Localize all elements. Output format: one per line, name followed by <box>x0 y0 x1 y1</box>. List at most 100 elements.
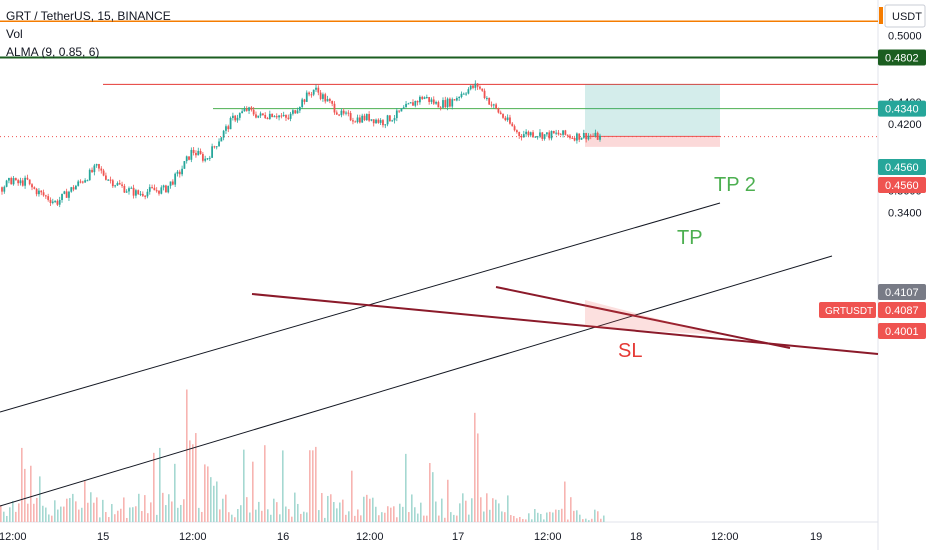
volume-bar <box>72 493 74 522</box>
candle-body <box>169 181 172 186</box>
volume-bar <box>126 517 128 522</box>
volume-bar <box>345 514 347 522</box>
volume-bar <box>54 500 56 522</box>
x-tick-label: 19 <box>810 531 822 543</box>
candle-body <box>264 114 267 119</box>
volume-bar <box>99 517 101 522</box>
volume-bar <box>21 447 23 522</box>
candle-body <box>573 137 576 141</box>
candle-body <box>49 199 52 203</box>
volume-bar <box>489 509 491 522</box>
volume-bar <box>327 495 329 522</box>
candle-body <box>215 146 218 148</box>
candle-body <box>361 115 364 123</box>
candle-body <box>550 131 553 139</box>
volume-bar <box>516 518 518 522</box>
candle-body <box>305 92 308 102</box>
volume-bar <box>258 501 260 522</box>
volume-bar <box>540 513 542 522</box>
candle-body <box>458 97 461 99</box>
candle-body <box>483 90 486 99</box>
volume-bar <box>285 506 287 522</box>
volume-bar <box>63 506 65 522</box>
volume-bar <box>255 509 257 522</box>
candle-body <box>197 150 200 156</box>
volume-bar <box>18 503 20 522</box>
x-tick-label: 12:00 <box>179 531 207 543</box>
candle-body <box>363 115 366 121</box>
candle-body <box>382 120 384 126</box>
volume-bar <box>342 499 344 522</box>
volume-bar <box>135 506 137 522</box>
candle-body <box>504 117 507 121</box>
volume-bar <box>24 468 26 522</box>
volume-bar <box>243 449 245 522</box>
volume-bar <box>306 512 308 522</box>
volume-bar <box>213 485 215 522</box>
volume-bar <box>267 509 269 522</box>
volume-bar <box>108 517 110 522</box>
candle-body <box>596 132 599 140</box>
candle-body <box>442 100 444 108</box>
candle-body <box>61 193 63 200</box>
candle-body <box>148 187 151 192</box>
volume-bar <box>321 493 323 522</box>
volume-bar <box>3 511 5 522</box>
volume-bar <box>90 492 92 522</box>
currency-button[interactable] <box>884 4 926 28</box>
volume-bar <box>579 514 581 522</box>
volume-bar <box>117 510 119 522</box>
volume-bar <box>138 493 140 522</box>
candle-body <box>412 102 414 106</box>
volume-bar <box>198 507 200 522</box>
volume-bar <box>414 507 416 522</box>
volume-bar <box>441 498 443 522</box>
candle-body <box>91 169 93 173</box>
candle-body <box>208 157 211 159</box>
candle-body <box>352 120 354 122</box>
candle-body <box>141 193 144 196</box>
candle-body <box>333 103 336 113</box>
volume-bar <box>543 519 545 522</box>
candle-body <box>282 115 285 117</box>
price-badge-label: 0.4107 <box>885 287 919 299</box>
volume-bar <box>534 509 536 522</box>
candle-body <box>335 112 338 115</box>
candle-body <box>529 132 532 136</box>
candle-body <box>388 115 391 122</box>
candle-body <box>135 190 137 196</box>
candle-body <box>95 164 98 166</box>
candle-body <box>421 96 424 99</box>
candle-body <box>372 119 375 124</box>
candle-body <box>585 133 588 140</box>
candle-body <box>331 100 334 104</box>
candle-body <box>430 99 433 102</box>
volume-bar <box>78 509 80 522</box>
candle-body <box>162 185 165 188</box>
volume-bar <box>480 497 482 522</box>
price-badge-grey <box>878 284 926 300</box>
candle-body <box>144 195 147 197</box>
candle-body <box>326 98 329 102</box>
volume-bar <box>531 519 533 522</box>
candle-body <box>104 175 107 180</box>
candle-body <box>502 114 504 118</box>
volume-bar <box>339 502 341 522</box>
volume-bar <box>15 511 17 522</box>
candle-body <box>509 117 511 124</box>
candle-body <box>479 86 481 89</box>
candle-body <box>495 104 498 109</box>
price-badge-label: 0.4560 <box>885 180 919 192</box>
candle-body <box>188 156 190 160</box>
volume-bar <box>105 512 107 522</box>
volume-bar <box>240 505 242 522</box>
candle-body <box>566 134 569 136</box>
volume-bar <box>330 494 332 522</box>
symbol-badge-label: GRTUSDT <box>825 306 873 317</box>
volume-bar <box>450 512 452 522</box>
volume-bar <box>219 509 221 522</box>
volume-bar <box>564 481 566 522</box>
volume-bar <box>165 505 167 522</box>
candle-body <box>338 114 340 116</box>
